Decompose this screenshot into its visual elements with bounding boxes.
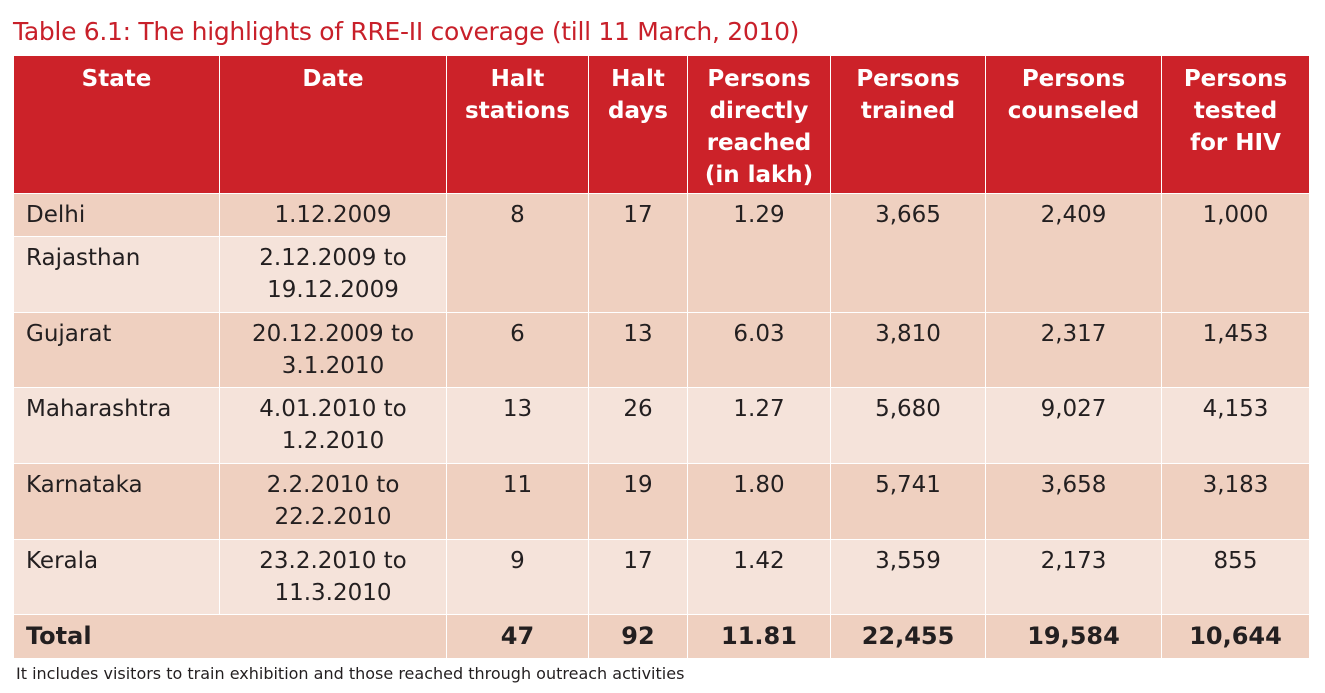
table-row: Kerala 23.2.2010 to 11.3.2010 9 17 1.42 …: [13, 539, 1310, 615]
header-persons-tested: Persons tested for HIV: [1161, 55, 1310, 194]
table-row: Karnataka 2.2.2010 to 22.2.2010 11 19 1.…: [13, 463, 1310, 540]
cell-trained: 5,680: [830, 387, 986, 464]
header-state: State: [13, 55, 220, 194]
cell-trained: 3,559: [830, 539, 986, 615]
total-counseled: 19,584: [985, 614, 1162, 659]
cell-halt-stations: 6: [446, 312, 589, 388]
cell-counseled: 3,658: [985, 463, 1162, 540]
total-reached: 11.81: [687, 614, 831, 659]
cell-state: Kerala: [13, 539, 220, 615]
total-halt-days: 92: [588, 614, 688, 659]
table-row: Delhi 1.12.2009 8 17 1.29 3,665 2,409 1,…: [13, 193, 1310, 313]
cell-tested: 3,183: [1161, 463, 1310, 540]
total-tested: 10,644: [1161, 614, 1310, 659]
cell-reached: 1.80: [687, 463, 831, 540]
header-persons-reached: Persons directly reached (in lakh): [687, 55, 831, 194]
cell-reached: 1.29: [687, 193, 831, 313]
cell-state: Maharashtra: [13, 387, 220, 464]
cell-counseled: 2,317: [985, 312, 1162, 388]
table-row: Gujarat 20.12.2009 to 3.1.2010 6 13 6.03…: [13, 312, 1310, 388]
cell-halt-stations: 9: [446, 539, 589, 615]
total-label: Total: [13, 614, 447, 659]
header-persons-counseled: Persons counseled: [985, 55, 1162, 194]
table-title: Table 6.1: The highlights of RRE-II cove…: [13, 17, 800, 46]
coverage-table: State Date Halt stations Halt days Perso…: [13, 55, 1310, 659]
cell-halt-days: 17: [588, 193, 688, 313]
cell-reached: 6.03: [687, 312, 831, 388]
table-row: Maharashtra 4.01.2010 to 1.2.2010 13 26 …: [13, 387, 1310, 464]
header-date: Date: [219, 55, 447, 194]
cell-tested: 4,153: [1161, 387, 1310, 464]
cell-halt-stations: 11: [446, 463, 589, 540]
header-halt-days: Halt days: [588, 55, 688, 194]
cell-counseled: 9,027: [985, 387, 1162, 464]
cell-tested: 855: [1161, 539, 1310, 615]
cell-halt-stations: 13: [446, 387, 589, 464]
cell-state: Rajasthan: [13, 236, 220, 313]
cell-state: Karnataka: [13, 463, 220, 540]
header-halt-stations: Halt stations: [446, 55, 589, 194]
cell-tested: 1,000: [1161, 193, 1310, 313]
cell-halt-days: 26: [588, 387, 688, 464]
cell-state: Delhi: [13, 193, 220, 237]
cell-halt-days: 19: [588, 463, 688, 540]
cell-trained: 5,741: [830, 463, 986, 540]
cell-trained: 3,810: [830, 312, 986, 388]
cell-halt-days: 17: [588, 539, 688, 615]
cell-reached: 1.27: [687, 387, 831, 464]
cell-halt-days: 13: [588, 312, 688, 388]
cell-date: 2.12.2009 to 19.12.2009: [219, 236, 447, 313]
cell-date: 23.2.2010 to 11.3.2010: [219, 539, 447, 615]
cell-date: 1.12.2009: [219, 193, 447, 237]
cell-date: 2.2.2010 to 22.2.2010: [219, 463, 447, 540]
total-trained: 22,455: [830, 614, 986, 659]
cell-reached: 1.42: [687, 539, 831, 615]
cell-date: 20.12.2009 to 3.1.2010: [219, 312, 447, 388]
header-persons-trained: Persons trained: [830, 55, 986, 194]
total-row: Total 47 92 11.81 22,455 19,584 10,644: [13, 614, 1310, 659]
cell-state: Gujarat: [13, 312, 220, 388]
cell-trained: 3,665: [830, 193, 986, 313]
cell-counseled: 2,409: [985, 193, 1162, 313]
cell-halt-stations: 8: [446, 193, 589, 313]
cell-counseled: 2,173: [985, 539, 1162, 615]
total-halt-stations: 47: [446, 614, 589, 659]
header-row: State Date Halt stations Halt days Perso…: [13, 55, 1310, 194]
footnote: It includes visitors to train exhibition…: [16, 664, 685, 683]
table-row: Rajasthan 2.12.2009 to 19.12.2009: [13, 236, 1310, 313]
cell-tested: 1,453: [1161, 312, 1310, 388]
cell-date: 4.01.2010 to 1.2.2010: [219, 387, 447, 464]
